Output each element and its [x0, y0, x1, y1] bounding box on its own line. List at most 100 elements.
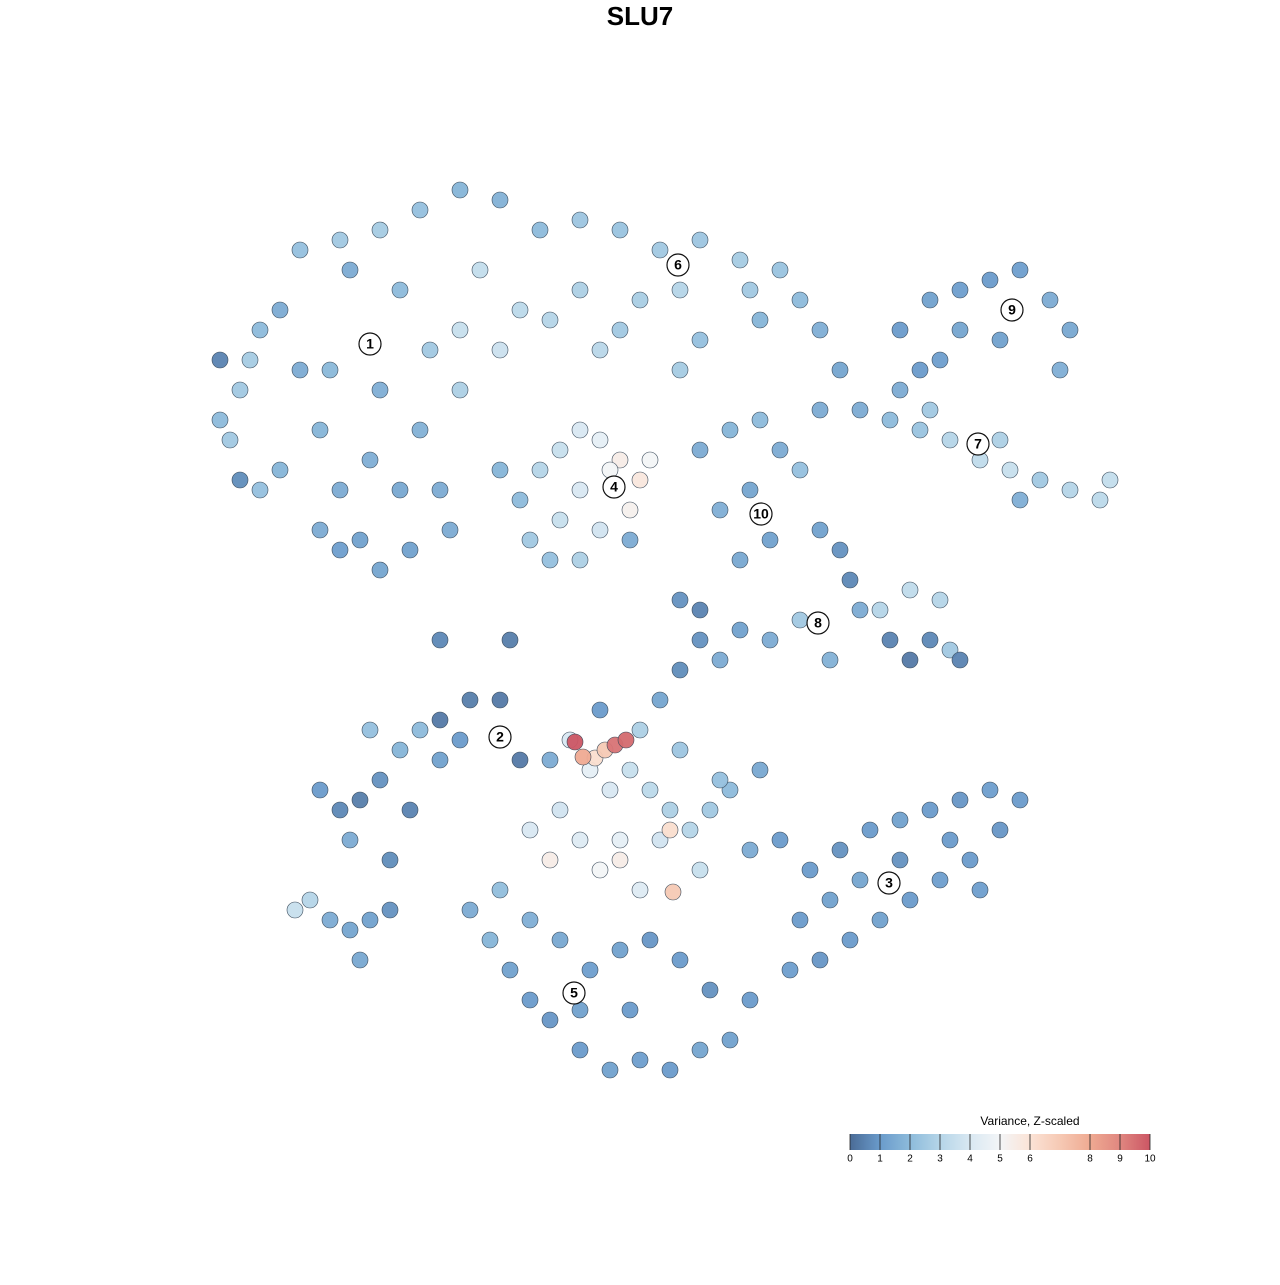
point [361, 911, 379, 929]
point [1011, 261, 1029, 279]
point [691, 861, 709, 879]
point [951, 281, 969, 299]
point [271, 461, 289, 479]
point [731, 621, 749, 639]
point [521, 531, 539, 549]
point [491, 461, 509, 479]
point [591, 701, 609, 719]
colorbar-tick-label: 1 [877, 1154, 883, 1165]
point [631, 1051, 649, 1069]
point [721, 781, 739, 799]
point [991, 331, 1009, 349]
chart-title: SLU7 [607, 1, 673, 31]
point [711, 651, 729, 669]
point [541, 851, 559, 869]
point [891, 321, 909, 339]
point [611, 831, 629, 849]
point [811, 401, 829, 419]
point [811, 321, 829, 339]
point [511, 491, 529, 509]
point [771, 441, 789, 459]
point [661, 1061, 679, 1079]
point [371, 561, 389, 579]
point [431, 751, 449, 769]
point [571, 211, 589, 229]
point [391, 281, 409, 299]
point [691, 331, 709, 349]
point [351, 951, 369, 969]
point [1101, 471, 1119, 489]
point [401, 801, 419, 819]
cluster-label-badge [966, 432, 990, 456]
point [741, 481, 759, 499]
point [911, 361, 929, 379]
point [521, 911, 539, 929]
cluster-label: 9 [1008, 302, 1016, 318]
cluster-labels: 1 2 3 4 5 6 7 8 9 10 [358, 253, 1024, 1005]
point [661, 801, 679, 819]
point [381, 851, 399, 869]
point [901, 651, 919, 669]
point [431, 481, 449, 499]
point [1061, 321, 1079, 339]
point [791, 461, 809, 479]
point [631, 471, 649, 489]
point [771, 261, 789, 279]
point [351, 531, 369, 549]
point [611, 221, 629, 239]
point [521, 991, 539, 1009]
point [681, 821, 699, 839]
cluster-label: 1 [366, 336, 374, 352]
point [571, 1041, 589, 1059]
cluster-label: 2 [496, 729, 504, 745]
point [371, 381, 389, 399]
point [951, 791, 969, 809]
point [471, 261, 489, 279]
point [801, 861, 819, 879]
cluster-label-badge [1000, 298, 1024, 322]
point [1011, 791, 1029, 809]
point [381, 901, 399, 919]
point [601, 781, 619, 799]
point [411, 721, 429, 739]
point [431, 711, 449, 729]
point [551, 511, 569, 529]
point [511, 751, 529, 769]
colorbar: Variance, Z-scaled 0 1 2 3 4 5 6 8 9 10 [847, 1114, 1156, 1164]
point [531, 221, 549, 239]
point [341, 831, 359, 849]
point [901, 581, 919, 599]
point [231, 381, 249, 399]
cluster-label-badge [877, 871, 901, 895]
point [481, 931, 499, 949]
colorbar-tick-label: 0 [847, 1154, 853, 1165]
point [461, 901, 479, 919]
point [671, 591, 689, 609]
point [566, 733, 584, 751]
point [451, 321, 469, 339]
cluster-label-badge [562, 981, 586, 1005]
point [841, 931, 859, 949]
point [591, 341, 609, 359]
point [621, 531, 639, 549]
point [691, 231, 709, 249]
point [651, 241, 669, 259]
point [551, 441, 569, 459]
cluster-label: 6 [674, 257, 682, 273]
point [1091, 491, 1109, 509]
point [921, 291, 939, 309]
point [451, 381, 469, 399]
point [901, 891, 919, 909]
point [671, 741, 689, 759]
point [711, 771, 729, 789]
point [671, 661, 689, 679]
point [491, 881, 509, 899]
point [641, 931, 659, 949]
point [731, 251, 749, 269]
point [691, 441, 709, 459]
point [1011, 491, 1029, 509]
point [491, 691, 509, 709]
colorbar-tick-label: 10 [1144, 1154, 1156, 1165]
